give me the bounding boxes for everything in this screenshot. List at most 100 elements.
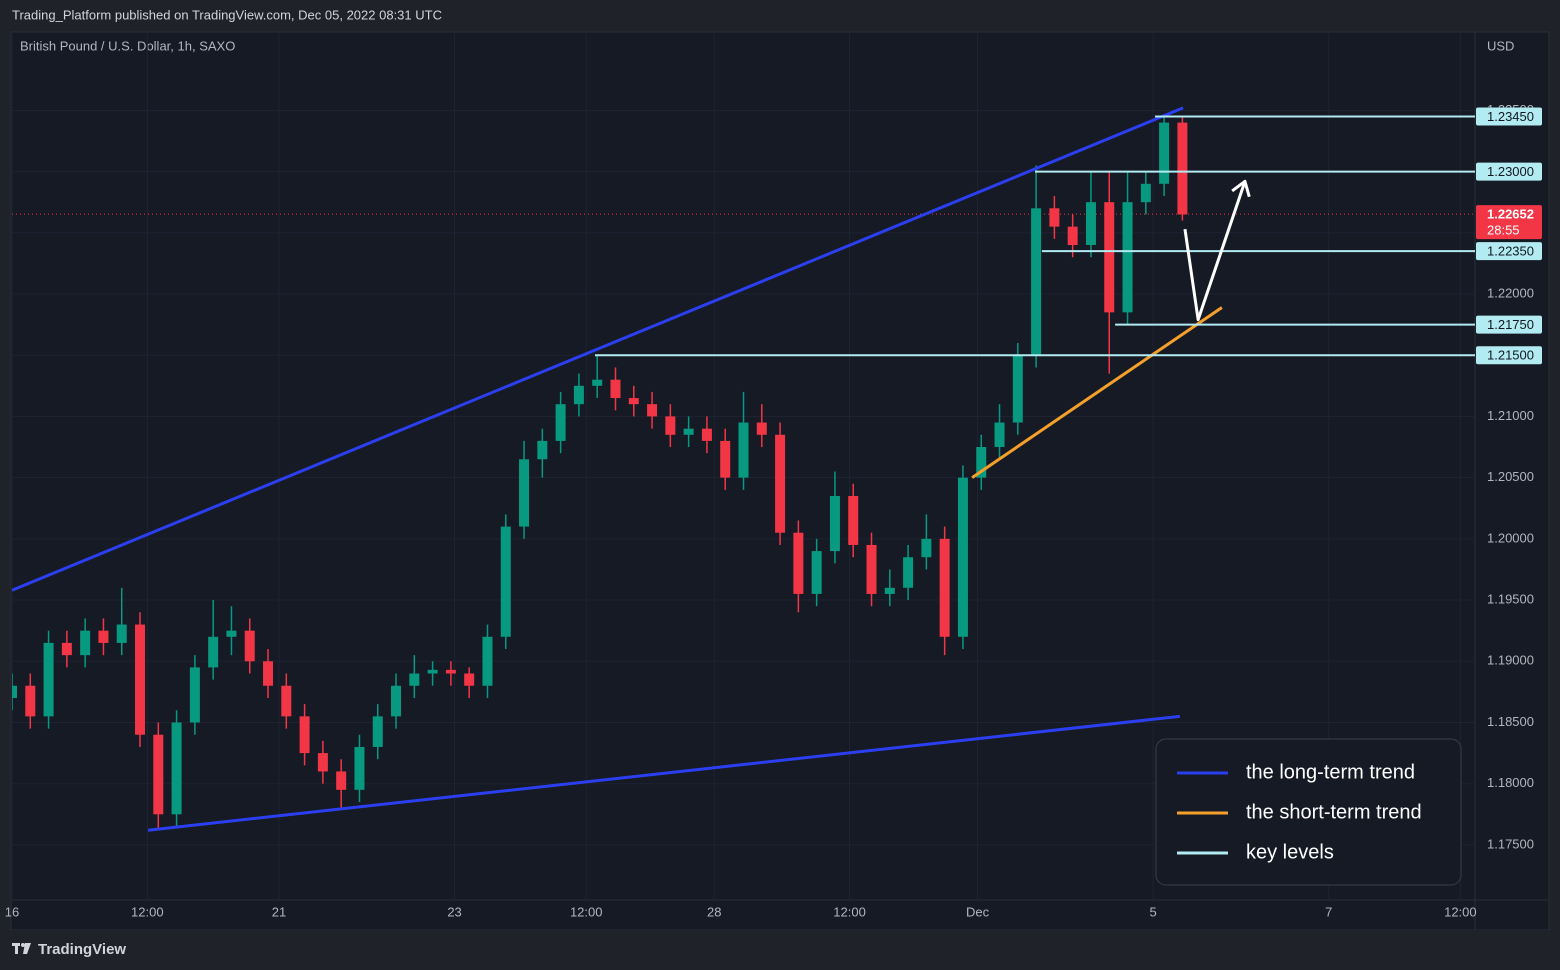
- candle: [519, 440, 530, 539]
- candle: [1104, 171, 1115, 374]
- candle: [263, 649, 274, 698]
- candle: [701, 416, 712, 454]
- candle: [354, 734, 365, 803]
- candle: [336, 759, 347, 809]
- candle-body: [1122, 202, 1133, 313]
- currency: USD: [1487, 38, 1514, 53]
- candle-body: [299, 716, 310, 754]
- candle-body: [80, 630, 91, 656]
- y-tick-label: 1.18500: [1487, 714, 1534, 729]
- candle: [665, 404, 676, 448]
- x-tick-label: 21: [272, 904, 286, 919]
- candle: [482, 624, 493, 698]
- candle: [647, 391, 658, 429]
- candle: [738, 391, 749, 490]
- symbol: British Pound / U.S. Dollar, 1h, SAXO: [20, 38, 235, 53]
- candle-body: [829, 495, 840, 552]
- candle: [1049, 196, 1060, 239]
- x-tick-label: 12:00: [131, 904, 164, 919]
- candle-body: [1085, 202, 1096, 246]
- candle: [1012, 342, 1023, 435]
- key-level-tag: [1476, 107, 1542, 126]
- candle: [537, 428, 548, 478]
- candle: [866, 532, 877, 607]
- candle-body: [1159, 122, 1170, 184]
- candle: [43, 630, 54, 729]
- trend-line: [971, 306, 1223, 479]
- candle-body: [848, 495, 859, 545]
- candle: [720, 428, 731, 490]
- current-price-tag: [1476, 205, 1542, 240]
- candle-body: [12, 685, 17, 698]
- candle-body: [43, 642, 54, 717]
- candle: [1140, 171, 1151, 215]
- x-tick-label: 16: [5, 904, 19, 919]
- candle: [391, 673, 402, 729]
- candle: [628, 385, 639, 417]
- candle: [573, 373, 584, 417]
- candle-body: [189, 667, 200, 723]
- y-tick-label: 1.18000: [1487, 775, 1534, 790]
- candle-body: [976, 447, 987, 478]
- x-tick-label: 12:00: [570, 904, 603, 919]
- candle: [116, 587, 127, 656]
- candle: [994, 404, 1005, 460]
- y-tick-label: 1.20500: [1487, 469, 1534, 484]
- footer: [0, 930, 1560, 970]
- candle-body: [994, 422, 1005, 448]
- projection-arrow-head: [1231, 179, 1251, 198]
- candle: [793, 520, 804, 613]
- candle-body: [647, 404, 658, 417]
- key-level-tag: [1476, 315, 1542, 334]
- y-tick-label: 1.17500: [1487, 836, 1534, 851]
- legend-label: key levels: [1246, 841, 1334, 863]
- candle: [1085, 171, 1096, 258]
- x-tick-label: 7: [1325, 904, 1332, 919]
- candle-body: [208, 636, 219, 668]
- candle: [171, 710, 182, 827]
- candle: [829, 471, 840, 564]
- candle: [464, 667, 475, 698]
- candle: [976, 434, 987, 490]
- candle: [12, 673, 17, 711]
- candle-body: [317, 753, 328, 772]
- candle: [135, 612, 146, 747]
- candle-body: [957, 477, 968, 637]
- key-level-label: 1.23450: [1487, 109, 1534, 124]
- candle-body: [683, 428, 694, 435]
- candle: [811, 538, 822, 607]
- trend-line: [12, 106, 1184, 592]
- candle-body: [720, 440, 731, 478]
- candle: [80, 618, 91, 668]
- candle: [317, 740, 328, 784]
- x-tick-label: 12:00: [1444, 904, 1477, 919]
- candle: [372, 704, 383, 760]
- candle-body: [610, 379, 621, 399]
- candle: [299, 704, 310, 766]
- key-level-label: 1.23000: [1487, 164, 1534, 179]
- candle-body: [116, 624, 127, 643]
- candle-body: [263, 661, 274, 686]
- key-level-label: 1.21750: [1487, 317, 1534, 332]
- candle-body: [1140, 183, 1151, 203]
- y-tick-label: 1.19500: [1487, 591, 1534, 606]
- candle-body: [573, 385, 584, 405]
- candle: [500, 514, 511, 650]
- candle-body: [1104, 202, 1115, 313]
- candle-body: [866, 544, 877, 594]
- candle-body: [756, 422, 767, 435]
- key-level-label: 1.22350: [1487, 244, 1534, 259]
- top-bar: [0, 0, 1560, 32]
- candle: [226, 606, 237, 656]
- publisher: Trading_Platform published on TradingVie…: [12, 7, 442, 22]
- candle-body: [500, 526, 511, 637]
- x-tick-label: 28: [707, 904, 721, 919]
- candle-body: [555, 404, 566, 441]
- legend-label: the short-term trend: [1246, 801, 1422, 823]
- x-tick-label: 12:00: [833, 904, 866, 919]
- candle: [957, 465, 968, 650]
- candle: [25, 673, 36, 729]
- y-tick-label: 1.19000: [1487, 653, 1534, 668]
- key-level-tag: [1476, 162, 1542, 181]
